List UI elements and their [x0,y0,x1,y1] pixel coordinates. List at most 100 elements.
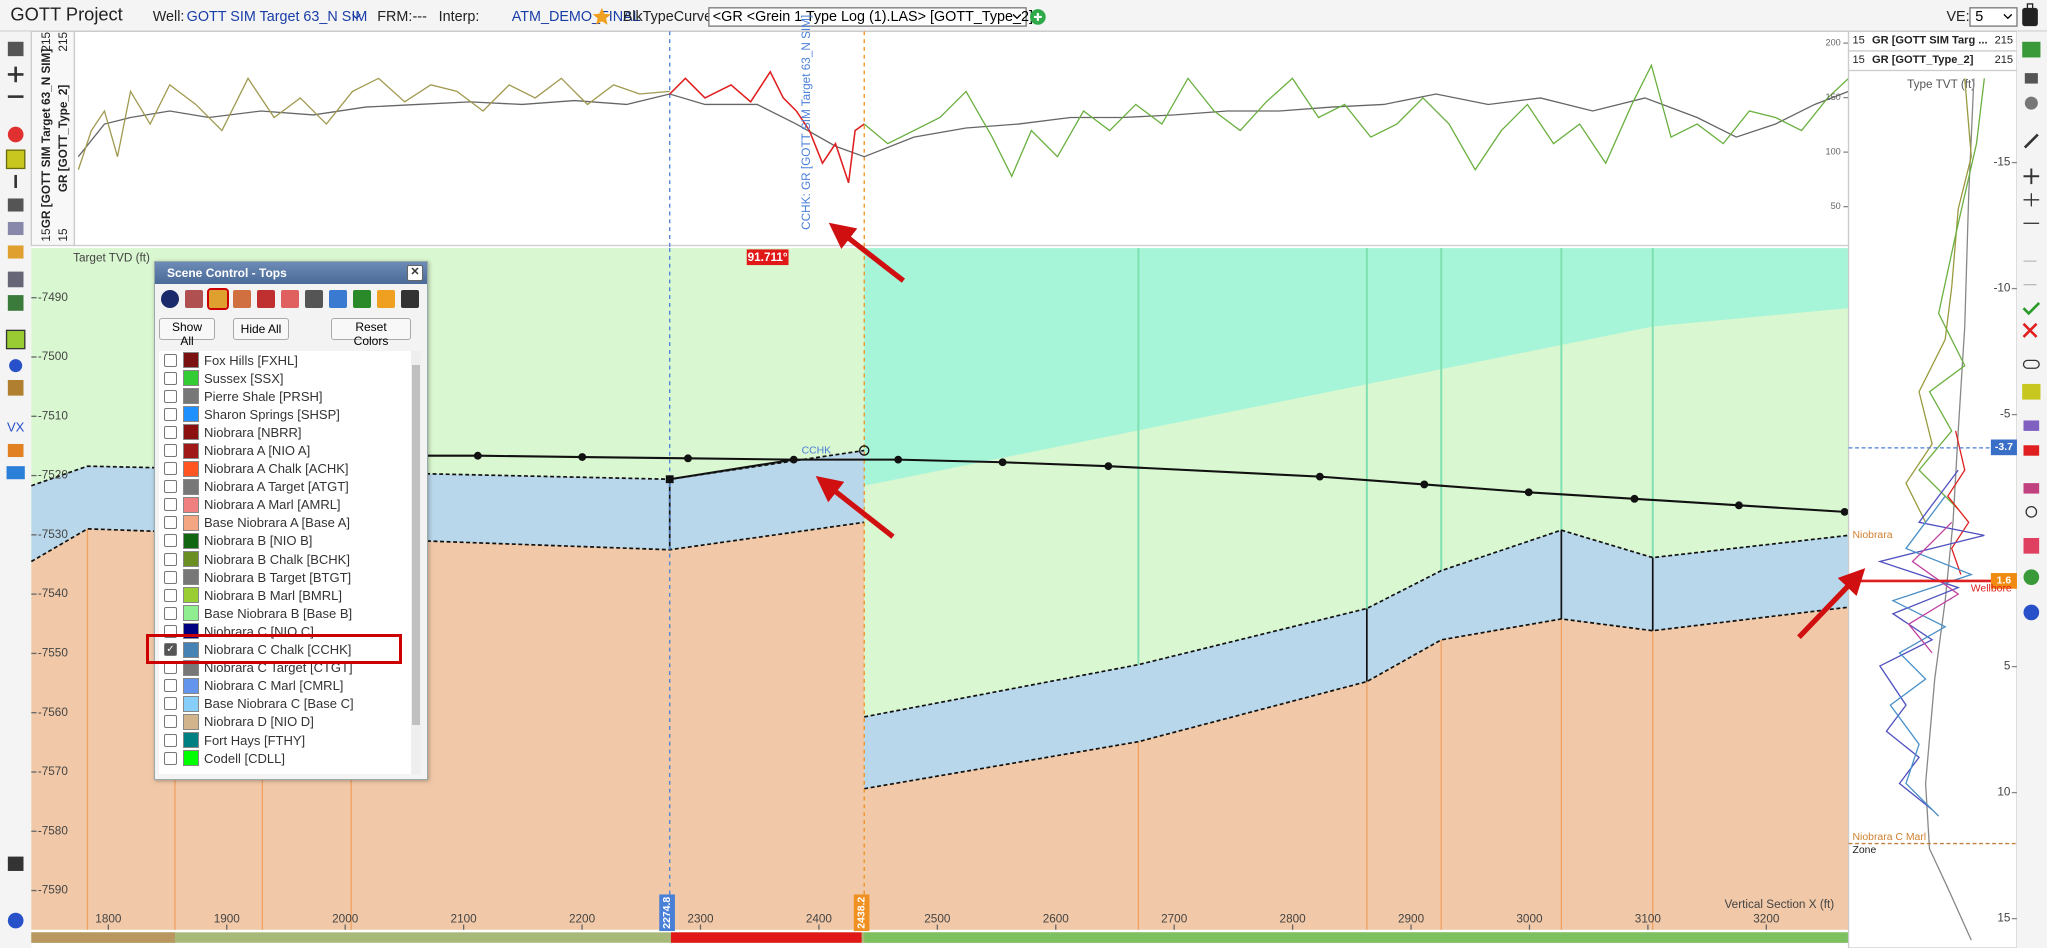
checkbox[interactable] [164,606,177,620]
checkbox[interactable] [164,371,177,385]
checkbox[interactable] [164,425,177,439]
close-button[interactable]: ✕ [407,265,423,281]
top-name: Base Niobrara C [Base C] [204,696,354,712]
color-swatch[interactable] [183,532,199,549]
checkbox[interactable]: ✓ [164,643,177,657]
top-name: Niobrara A Chalk [ACHK] [204,461,349,477]
top-row[interactable]: Fox Hills [FXHL] [159,351,417,369]
curve-min: 15 [57,228,70,242]
icon[interactable] [161,290,179,308]
icon[interactable] [401,290,419,308]
checkbox[interactable] [164,444,177,458]
top-row[interactable]: Niobrara A Chalk [ACHK] [159,460,417,478]
icon[interactable] [207,288,229,310]
top-row[interactable]: Niobrara D [NIO D] [159,713,417,731]
icon[interactable] [257,290,275,308]
top-name: Base Niobrara A [Base A] [204,515,350,531]
lock[interactable] [2022,7,2038,27]
top-row[interactable]: Niobrara B [NIO B] [159,532,417,550]
top-row[interactable]: Niobrara A Target [ATGT] [159,478,417,496]
x-tick-label: 2300 [687,912,714,925]
color-swatch[interactable] [183,478,199,495]
color-swatch[interactable] [183,732,199,749]
top-row[interactable]: Pierre Shale [PRSH] [159,387,417,405]
color-swatch[interactable] [183,641,199,658]
blk-select[interactable] [708,7,1027,27]
x-tick-label: 1800 [95,912,122,925]
color-swatch[interactable] [183,460,199,477]
color-swatch[interactable] [183,424,199,441]
tool-icons[interactable]: VX [5,41,26,929]
top-row[interactable]: Niobrara A Marl [AMRL] [159,496,417,514]
icon[interactable] [185,290,203,308]
axis-title: Type TVT (ft) [1907,78,1975,91]
top-name: Niobrara A Target [ATGT] [204,479,349,495]
color-swatch[interactable] [183,695,199,712]
scroll-thumb[interactable] [412,365,420,725]
y-tick-label: -7520 [38,469,69,482]
checkbox[interactable] [164,516,177,530]
top-row[interactable]: Niobrara B Chalk [BCHK] [159,550,417,568]
color-swatch[interactable] [183,605,199,622]
scrollbar[interactable] [411,351,421,774]
top-row[interactable]: Codell [CDLL] [159,749,417,767]
checkbox[interactable] [164,588,177,602]
top-name: Niobrara C Chalk [CCHK] [204,642,352,658]
top-row[interactable]: Niobrara B Marl [BMRL] [159,586,417,604]
top-row[interactable]: Niobrara C Marl [CMRL] [159,677,417,695]
checkbox[interactable] [164,715,177,729]
checkbox[interactable] [164,570,177,584]
top-row[interactable]: Sharon Springs [SHSP] [159,405,417,423]
type-log [1847,30,2018,948]
top-row[interactable]: Niobrara A [NIO A] [159,441,417,459]
color-swatch[interactable] [183,352,199,369]
color-swatch[interactable] [183,750,199,767]
tool-icons[interactable] [2022,41,2041,621]
favorite[interactable] [592,7,611,25]
checkbox[interactable] [164,480,177,494]
color-swatch[interactable] [183,388,199,405]
color-swatch[interactable] [183,677,199,694]
top-row[interactable]: Base Niobrara A [Base A] [159,514,417,532]
top-row[interactable]: Base Niobrara C [Base C] [159,695,417,713]
hide-all-button[interactable]: Hide All [233,318,289,340]
top-row[interactable]: ✓ Niobrara C Chalk [CCHK] [159,641,417,659]
checkbox[interactable] [164,498,177,512]
icon[interactable] [329,290,347,308]
checkbox[interactable] [164,462,177,476]
color-swatch[interactable] [183,442,199,459]
color-swatch[interactable] [183,514,199,531]
icon[interactable] [233,290,251,308]
color-swatch[interactable] [183,551,199,568]
well-select[interactable]: GOTT SIM Target 63_N SIM [187,9,368,25]
show-all-button[interactable]: Show All [159,318,215,348]
top-row[interactable]: Fort Hays [FTHY] [159,731,417,749]
color-swatch[interactable] [183,713,199,730]
checkbox[interactable] [164,552,177,566]
icon[interactable] [377,290,395,308]
top-row[interactable]: Sussex [SSX] [159,369,417,387]
top-row[interactable]: Niobrara B Target [BTGT] [159,568,417,586]
checkbox[interactable] [164,353,177,367]
top-row[interactable]: Base Niobrara B [Base B] [159,604,417,622]
checkbox[interactable] [164,733,177,747]
checkbox[interactable] [164,389,177,403]
top-row[interactable]: Niobrara [NBRR] [159,423,417,441]
checkbox[interactable] [164,751,177,765]
icon[interactable] [353,290,371,308]
icon[interactable] [305,290,323,308]
color-swatch[interactable] [183,496,199,513]
checkbox[interactable] [164,697,177,711]
interp-link[interactable]: ATM_DEMO_FINAL [512,9,641,25]
checkbox[interactable] [164,679,177,693]
color-swatch[interactable] [183,587,199,604]
ve-select[interactable] [1969,7,2018,27]
color-swatch[interactable] [183,406,199,423]
checkbox[interactable] [164,534,177,548]
color-swatch[interactable] [183,370,199,387]
checkbox[interactable] [164,407,177,421]
icon[interactable] [281,290,299,308]
color-swatch[interactable] [183,569,199,586]
reset-colors-button[interactable]: Reset Colors [331,318,411,348]
